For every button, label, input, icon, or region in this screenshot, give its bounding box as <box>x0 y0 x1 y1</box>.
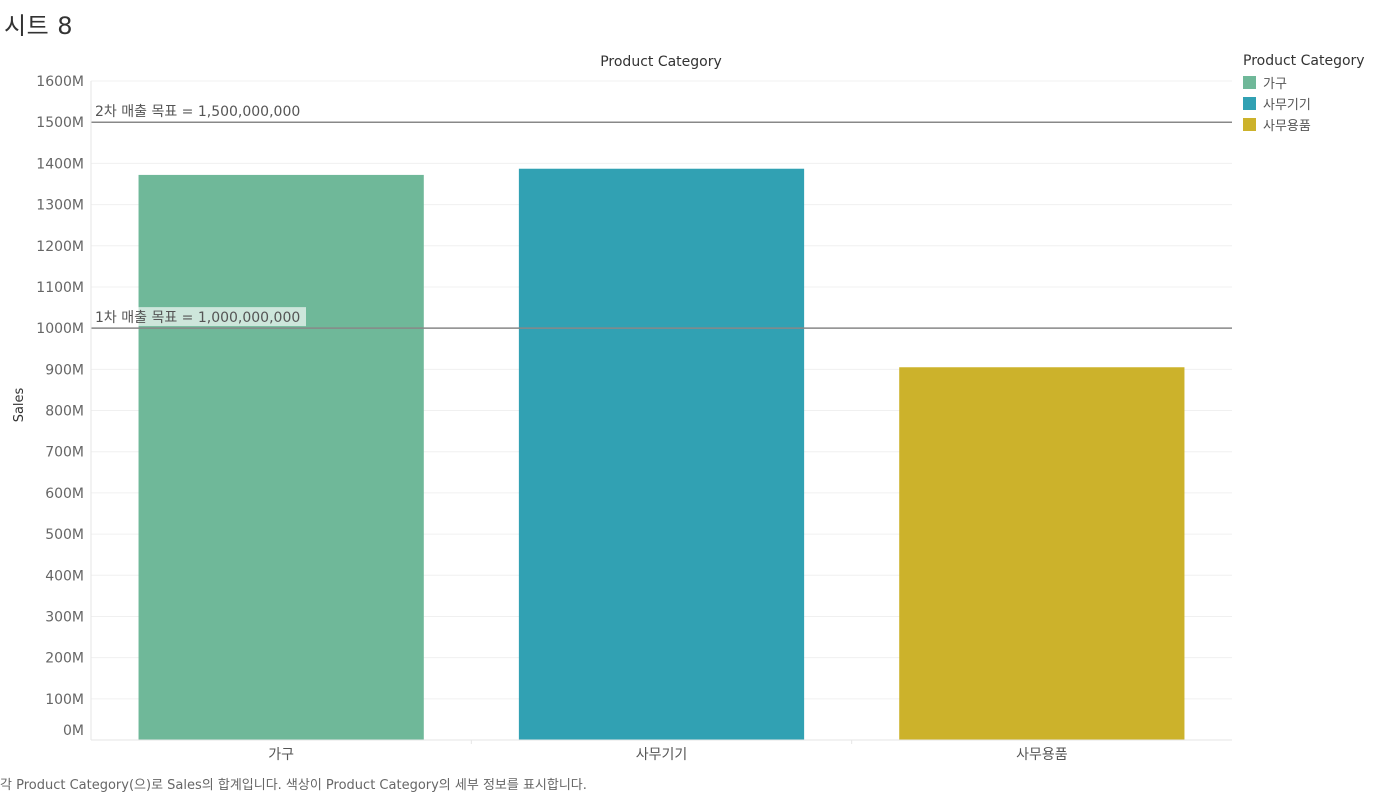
y-tick-label: 600M <box>45 486 84 502</box>
legend-label: 사무기기 <box>1263 98 1311 113</box>
legend-item-office-supplies[interactable]: 사무용품 <box>1243 114 1365 135</box>
reference-line-label: 1차 매출 목표 = 1,000,000,000 <box>95 310 300 326</box>
y-tick-label: 1500M <box>36 115 84 131</box>
legend-title: Product Category <box>1243 53 1365 69</box>
y-tick-label: 100M <box>45 692 84 708</box>
y-axis: 0M 100M 200M 300M 400M 500M 600M 700M 800M 900M 10… <box>36 74 92 740</box>
legend-swatch <box>1243 118 1256 131</box>
bar-1 <box>138 174 424 741</box>
bars <box>138 168 1185 741</box>
legend-item-office-machines[interactable]: 사무기기 <box>1243 93 1365 114</box>
y-tick-label: 400M <box>45 568 84 584</box>
y-tick-label: 0M <box>63 723 84 739</box>
x-tick-label: 사무용품 <box>1016 747 1068 763</box>
legend-item-furniture[interactable]: 가구 <box>1243 72 1365 93</box>
y-tick-label: 1300M <box>36 198 84 214</box>
y-tick-label: 500M <box>45 527 84 543</box>
sheet-title: 시트 8 <box>4 12 74 40</box>
x-tick-label: 가구 <box>268 747 294 763</box>
y-tick-label: 700M <box>45 445 84 461</box>
x-tick-label: 사무기기 <box>636 747 688 763</box>
y-tick-label: 200M <box>45 651 84 667</box>
legend-label: 가구 <box>1263 77 1287 92</box>
reference-label-background <box>93 101 306 121</box>
y-tick-label: 1000M <box>36 321 84 337</box>
chart-caption: 각 Product Category(으)로 Sales의 합계입니다. 색상이… <box>0 778 587 793</box>
reference-lines: 2차 매출 목표 = 1,500,000,000 1차 매출 목표 = 1,000… <box>91 101 1232 329</box>
y-tick-label: 800M <box>45 404 84 420</box>
legend-swatch <box>1243 97 1256 110</box>
reference-line-label: 2차 매출 목표 = 1,500,000,000 <box>95 104 300 120</box>
chart-title: Product Category <box>600 54 722 70</box>
y-tick-label: 1200M <box>36 239 84 255</box>
x-axis: 가구 사무기기 사무용품 <box>91 739 1232 763</box>
y-tick-label: 1600M <box>36 74 84 90</box>
legend: Product Category 가구 사무기기 사무용품 <box>1243 53 1365 135</box>
y-tick-label: 900M <box>45 362 84 378</box>
y-tick-label: 1100M <box>36 280 84 296</box>
reference-label-background <box>93 307 306 327</box>
legend-label: 사무용품 <box>1263 119 1311 134</box>
bar-chart: Product Category Sales 2차 매출 목표 = 1,500,… <box>12 54 1232 763</box>
y-tick-label: 1400M <box>36 156 84 172</box>
bar-2 <box>518 168 805 740</box>
legend-swatch <box>1243 76 1256 89</box>
bar-3 <box>899 367 1185 740</box>
y-axis-label: Sales <box>12 387 27 422</box>
y-tick-label: 300M <box>45 609 84 625</box>
